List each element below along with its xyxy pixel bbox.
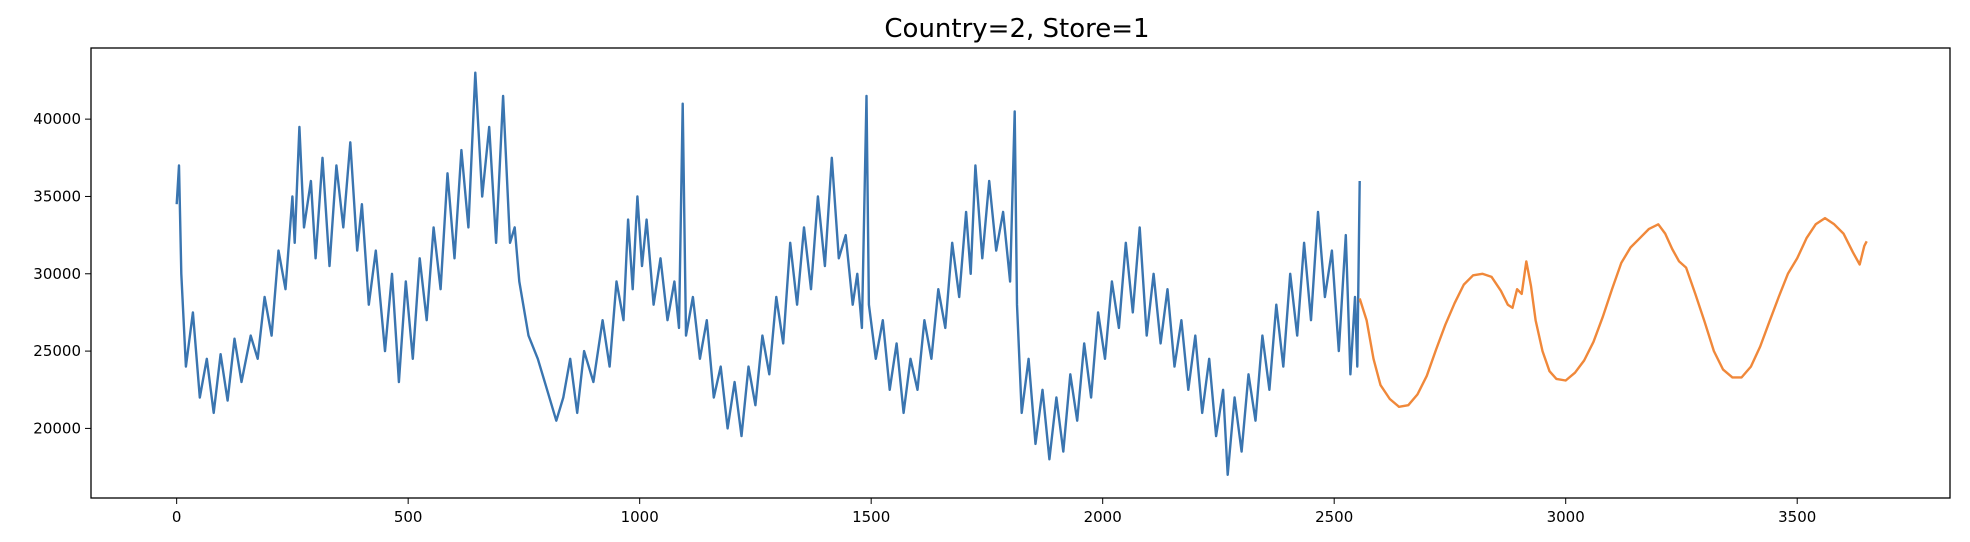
y-tick-label: 35000	[33, 187, 81, 205]
x-tick-label: 1000	[621, 508, 659, 526]
x-tick-label: 1500	[852, 508, 890, 526]
x-tick-label: 0	[172, 508, 182, 526]
series-layer	[175, 71, 1868, 476]
x-tick-label: 500	[394, 508, 423, 526]
y-tick-label: 30000	[33, 265, 81, 283]
x-tick-label: 3500	[1778, 508, 1816, 526]
y-tick-label: 20000	[33, 419, 81, 437]
axis-layer: 0 500 1000 1500 2000 2500 3000 3500 20000 25000 30…	[33, 110, 1816, 526]
series-line-history	[175, 71, 1361, 476]
y-tick-label: 40000	[33, 110, 81, 128]
y-tick-label: 25000	[33, 342, 81, 360]
plot-frame	[90, 47, 1951, 499]
x-tick-label: 2000	[1084, 508, 1122, 526]
x-tick-label: 2500	[1315, 508, 1353, 526]
series-line-forecast	[1358, 216, 1868, 408]
chart-title: Country=2, Store=1	[884, 14, 1149, 44]
x-tick-label: 3000	[1547, 508, 1585, 526]
